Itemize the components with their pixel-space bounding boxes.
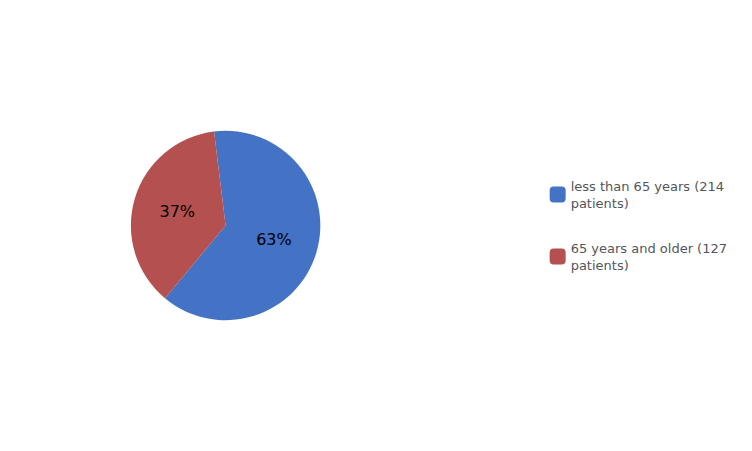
svg-text:63%: 63% bbox=[256, 230, 292, 249]
svg-text:patients): patients) bbox=[571, 196, 629, 211]
svg-text:less than 65 years (214: less than 65 years (214 bbox=[571, 179, 724, 194]
svg-text:65 years and older (127: 65 years and older (127 bbox=[571, 241, 727, 256]
svg-text:37%: 37% bbox=[160, 202, 196, 221]
svg-text:patients): patients) bbox=[571, 258, 629, 273]
